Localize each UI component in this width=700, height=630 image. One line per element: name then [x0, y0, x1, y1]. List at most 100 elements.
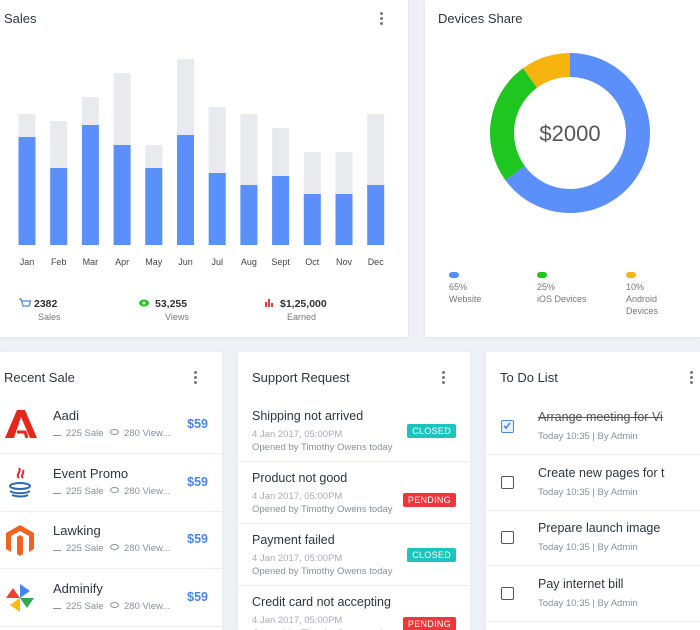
legend-label: Website	[449, 294, 481, 304]
menu[interactable]	[442, 371, 445, 386]
eye-icon	[110, 601, 119, 608]
x-tick-label: Jun	[178, 257, 193, 267]
recent-sale-card: Recent Sale Aadi 225 Sale 280 View... $59 Ev…	[0, 352, 222, 630]
x-tick-label: Apr	[115, 257, 129, 267]
todo-text: Prepare launch image	[538, 521, 661, 535]
ticket-title: Payment failed	[252, 533, 335, 547]
stat-value: 53,255	[155, 298, 187, 310]
todo-text: Create new pages for t	[538, 465, 665, 480]
price: $59	[187, 474, 208, 489]
ticket-opened: Opened by Timothy Owens today	[252, 628, 392, 630]
view-count: 280 View...	[124, 543, 171, 554]
eye-icon	[110, 486, 119, 493]
ticket-row: Credit card not accepting 4 Jan 2017, 05:…	[238, 586, 470, 630]
stat-icon	[265, 302, 267, 307]
legend-value: 25%	[537, 282, 555, 292]
ticket-date: 4 Jan 2017, 05:00PM	[252, 553, 343, 564]
ticket-opened: Opened by Timothy Owens today	[252, 504, 393, 515]
legend-swatch	[626, 272, 636, 278]
eye-icon	[110, 429, 119, 435]
legend-swatch	[537, 272, 547, 278]
legend-label: iOS Devices	[537, 294, 587, 304]
price: $59	[187, 589, 208, 604]
ticket-date: 4 Jan 2017, 05:00PM	[252, 429, 343, 440]
checkbox[interactable]	[501, 586, 514, 600]
download-icon	[53, 542, 61, 551]
x-tick-label: Aug	[241, 257, 257, 267]
view-count: 280 View...	[124, 600, 171, 612]
sales-chart: Jan Feb Mar Apr May Jun Jul Aug Sept Oct Nov Dec 238…	[18, 59, 385, 322]
todo-text: Arrange meeting for Vi	[538, 410, 663, 424]
bar	[240, 185, 258, 245]
product-name: Event Promo	[53, 465, 129, 481]
product-name: Aadi	[53, 408, 80, 423]
product-icon	[6, 525, 34, 556]
menu[interactable]	[194, 371, 197, 386]
ticket-title: Shipping not arrived	[252, 409, 364, 423]
card-title: Support Request	[252, 370, 350, 385]
legend-value: 10%	[626, 282, 644, 292]
checkbox[interactable]	[501, 531, 514, 544]
legend-value: 65%	[449, 282, 467, 292]
ticket-title: Credit card not accepting	[252, 595, 391, 609]
status-badge: PENDING	[402, 493, 456, 507]
menu[interactable]	[690, 371, 693, 386]
todo-meta: Today 10:35 | By Admin	[538, 431, 638, 442]
stat-label: Sales	[38, 312, 61, 322]
sale-count: 225 Sale	[66, 543, 104, 554]
product-icon	[6, 583, 34, 612]
bar	[303, 194, 321, 245]
bar	[50, 168, 68, 245]
sale-count: 225 Sale	[66, 428, 104, 439]
ticket-date: 4 Jan 2017, 05:00PM	[252, 615, 343, 626]
product-icon	[9, 466, 31, 497]
ticket-opened: Opened by Timothy Owens today	[252, 566, 393, 577]
bar	[335, 194, 353, 245]
status-badge: CLOSED	[407, 424, 456, 438]
status-badge: PENDING	[402, 617, 456, 630]
ticket-opened: Opened by Timothy Owens today	[252, 442, 393, 453]
view-count: 280 View...	[124, 428, 171, 439]
price: $59	[187, 532, 208, 546]
card-title: To Do List	[500, 370, 558, 385]
x-tick-label: Jan	[20, 257, 35, 267]
donut-center-label: $2000	[539, 121, 600, 146]
support-card: Support Request Shipping not arrived 4 Ja…	[238, 352, 470, 630]
todo-meta: Today 10:35 | By Admin	[538, 486, 638, 498]
download-icon	[53, 600, 61, 609]
stat-icon	[268, 299, 270, 307]
todo-meta: Today 10:35 | By Admin	[538, 542, 638, 553]
todo-card: To Do List Arrange meeting for Vi Today 1…	[486, 352, 700, 630]
sale-row: Lawking 225 Sale 280 View... $59	[0, 512, 222, 569]
card-title: Recent Sale	[4, 370, 75, 385]
ticket-date: 4 Jan 2017, 05:00PM	[252, 491, 343, 502]
devices-chart: $2000 65% Website 25% iOS Devices 10% Android D…	[449, 53, 659, 316]
stat-value: $1,25,000	[280, 298, 327, 310]
bar	[81, 125, 99, 245]
todo-row: Prepare launch image Today 10:35 | By Adm…	[486, 511, 700, 566]
x-tick-label: Oct	[305, 257, 320, 267]
bar	[367, 185, 385, 245]
bar	[208, 173, 226, 245]
card-title: Sales	[4, 11, 37, 26]
sale-row: Event Promo 225 Sale 280 View... $59	[0, 455, 222, 512]
stat-value: 2382	[34, 298, 58, 310]
bar	[113, 145, 131, 245]
sales-card: Sales Jan Feb Mar Apr May Jun Jul Aug Sept Oct Nov…	[0, 0, 408, 337]
status-badge: CLOSED	[407, 548, 456, 562]
x-tick-label: Nov	[336, 257, 353, 267]
x-tick-label: Dec	[368, 257, 385, 267]
menu[interactable]	[380, 12, 383, 27]
todo-row: Pay internet bill Today 10:35 | By Admin	[486, 567, 700, 622]
ticket-row: Payment failed 4 Jan 2017, 05:00PM Opened …	[238, 524, 470, 586]
stat-label: Earned	[287, 312, 316, 322]
checkbox[interactable]	[501, 475, 514, 489]
sale-count: 225 Sale	[66, 485, 104, 497]
todo-row: Arrange meeting for Vi Today 10:35 | By A…	[486, 400, 700, 455]
checkbox[interactable]	[501, 420, 514, 433]
stat-icon	[142, 301, 146, 305]
stat-icon	[271, 303, 273, 307]
todo-row: Create new pages for t Today 10:35 | By A…	[486, 456, 700, 511]
bar	[145, 168, 163, 245]
